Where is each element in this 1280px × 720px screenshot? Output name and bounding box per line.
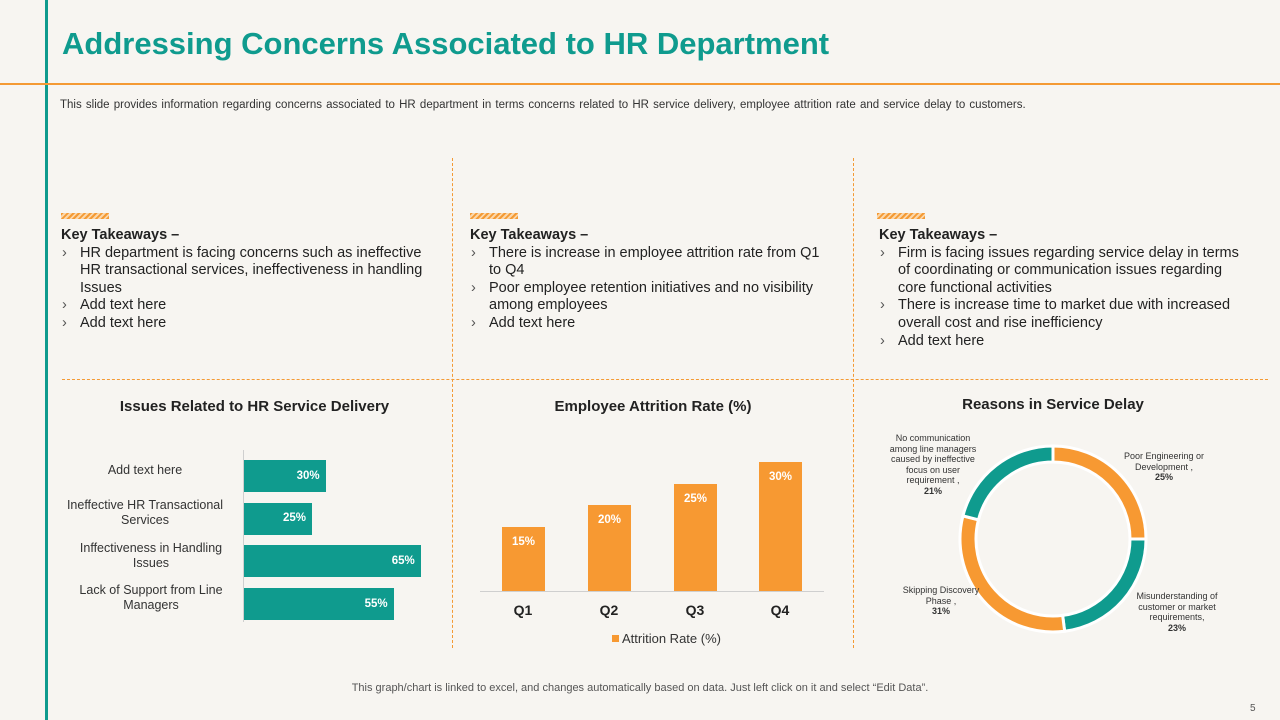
takeaway-bullet: There is increase time to market due wit… [879,297,1254,332]
x-tick-label: Q3 [685,602,705,618]
bar-lack-support [244,588,394,620]
takeaway-bullet: Poor employee retention initiatives and … [470,280,830,315]
bar-value-label: 30% [768,471,793,483]
takeaway-bullet: Add text here [470,315,830,333]
bar-value-label: 25% [683,492,708,505]
bar-value-label: 25% [282,512,306,524]
takeaway-bullet: There is increase in employee attrition … [470,245,830,280]
column-divider-1 [452,158,453,648]
bar-ineffective-hr [244,503,312,535]
x-tick-label: Q1 [513,602,533,618]
footnote: This graph/chart is linked to excel, and… [351,682,929,694]
bar-value-label: 65% [391,555,415,567]
hr-delivery-axis [243,450,244,622]
page-subtitle: This slide provides information regardin… [60,99,1026,111]
donut-label-skipping-discovery: Skipping Discovery Phase , 31% [902,585,980,616]
bar-value-label: 55% [364,598,388,610]
bar-category-label: Ineffective HR Transactional Services [66,498,224,527]
donut-label-no-communication: No communication among line managers cau… [889,433,977,496]
takeaway-heading: Key Takeaways – [879,227,998,243]
takeaway-bullet: Add text here [61,297,436,315]
stripe-icon [877,213,925,219]
attrition-bar-q2 [588,505,631,591]
stripe-icon [470,213,518,219]
legend-label: Attrition Rate (%) [622,631,721,646]
bar-category-label: Add text here [107,463,183,477]
bar-value-label: 30% [296,470,320,482]
bar-handling-issues [244,545,421,577]
attrition-chart-title: Employee Attrition Rate (%) [554,398,752,415]
bar-category-label: Inffectiveness in Handling Issues [79,541,223,570]
bar-value-label: 20% [597,514,622,526]
bar-value-label: 15% [511,535,536,548]
donut-slice-no-communication [961,444,1055,522]
takeaway-bullet: HR department is facing concerns such as… [61,245,436,298]
accent-bar [45,0,48,720]
takeaway-bullet: Firm is facing issues regarding service … [879,245,1254,298]
row-divider [62,379,1268,380]
takeaway-block-1: Key Takeaways – HR department is facing … [61,227,436,333]
x-tick-label: Q4 [770,602,790,618]
hr-delivery-chart-title: Issues Related to HR Service Delivery [119,398,390,415]
service-delay-donut [958,444,1148,634]
page-number: 5 [1250,703,1256,714]
takeaway-block-3: Key Takeaways – Firm is facing issues re… [879,227,1254,350]
service-delay-chart-title: Reasons in Service Delay [962,396,1144,413]
attrition-bar-q4 [759,462,802,591]
column-divider-2 [853,158,854,648]
attrition-axis [480,591,824,592]
takeaway-heading: Key Takeaways – [470,227,589,243]
donut-slice-misunderstanding [1060,537,1148,633]
title-divider [0,83,1280,85]
x-tick-label: Q2 [599,602,619,618]
donut-label-poor-engineering: Poor Engineering or Development , 25% [1123,451,1205,482]
bar-category-label: Lack of Support from Line Managers [79,583,223,612]
takeaway-bullet: Add text here [879,333,1254,351]
takeaway-heading: Key Takeaways – [61,227,180,243]
bar-add-text [244,460,326,492]
legend-swatch [612,635,619,642]
donut-label-misunderstanding: Misunderstanding of customer or market r… [1136,591,1218,633]
stripe-icon [61,213,109,219]
page-title: Addressing Concerns Associated to HR Dep… [62,26,830,61]
takeaway-bullet: Add text here [61,315,436,333]
attrition-bar-q1 [502,526,545,591]
attrition-bar-q3 [674,483,717,591]
takeaway-block-2: Key Takeaways – There is increase in emp… [470,227,830,333]
